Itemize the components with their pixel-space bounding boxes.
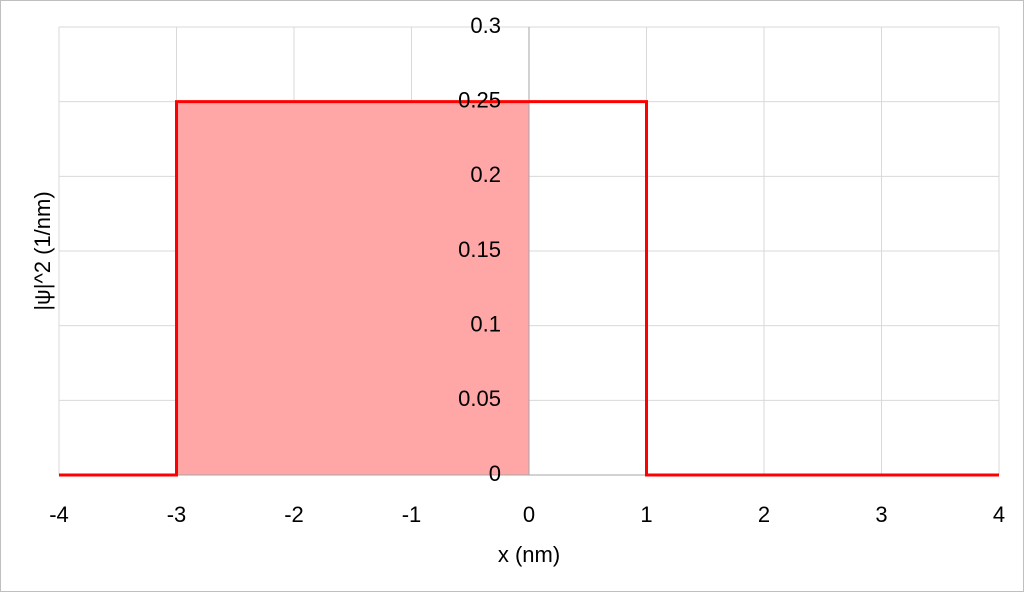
x-tick-label: 4 [993, 502, 1005, 527]
areas [176, 101, 529, 476]
x-axis-label: x (nm) [498, 542, 560, 567]
data-line [59, 100, 999, 477]
y-tick-label: 0.3 [470, 13, 501, 38]
y-axis-label: |ψ|^2 (1/nm) [30, 191, 55, 310]
x-tick-label: -3 [167, 502, 187, 527]
y-tick-label: 0.25 [458, 87, 501, 112]
x-tick-label: -2 [284, 502, 304, 527]
y-tick-label: 0.1 [470, 311, 501, 336]
shaded-area [176, 101, 529, 476]
y-tick-label: 0.2 [470, 162, 501, 187]
x-tick-label: 3 [875, 502, 887, 527]
lines [59, 100, 999, 477]
y-tick-label: 0.15 [458, 237, 501, 262]
x-tick-label: 2 [758, 502, 770, 527]
x-tick-label: -1 [402, 502, 422, 527]
y-tick-label: 0 [489, 461, 501, 486]
x-tick-label: 1 [640, 502, 652, 527]
y-tick-label: 0.05 [458, 386, 501, 411]
x-tick-label: -4 [49, 502, 69, 527]
x-tick-label: 0 [523, 502, 535, 527]
